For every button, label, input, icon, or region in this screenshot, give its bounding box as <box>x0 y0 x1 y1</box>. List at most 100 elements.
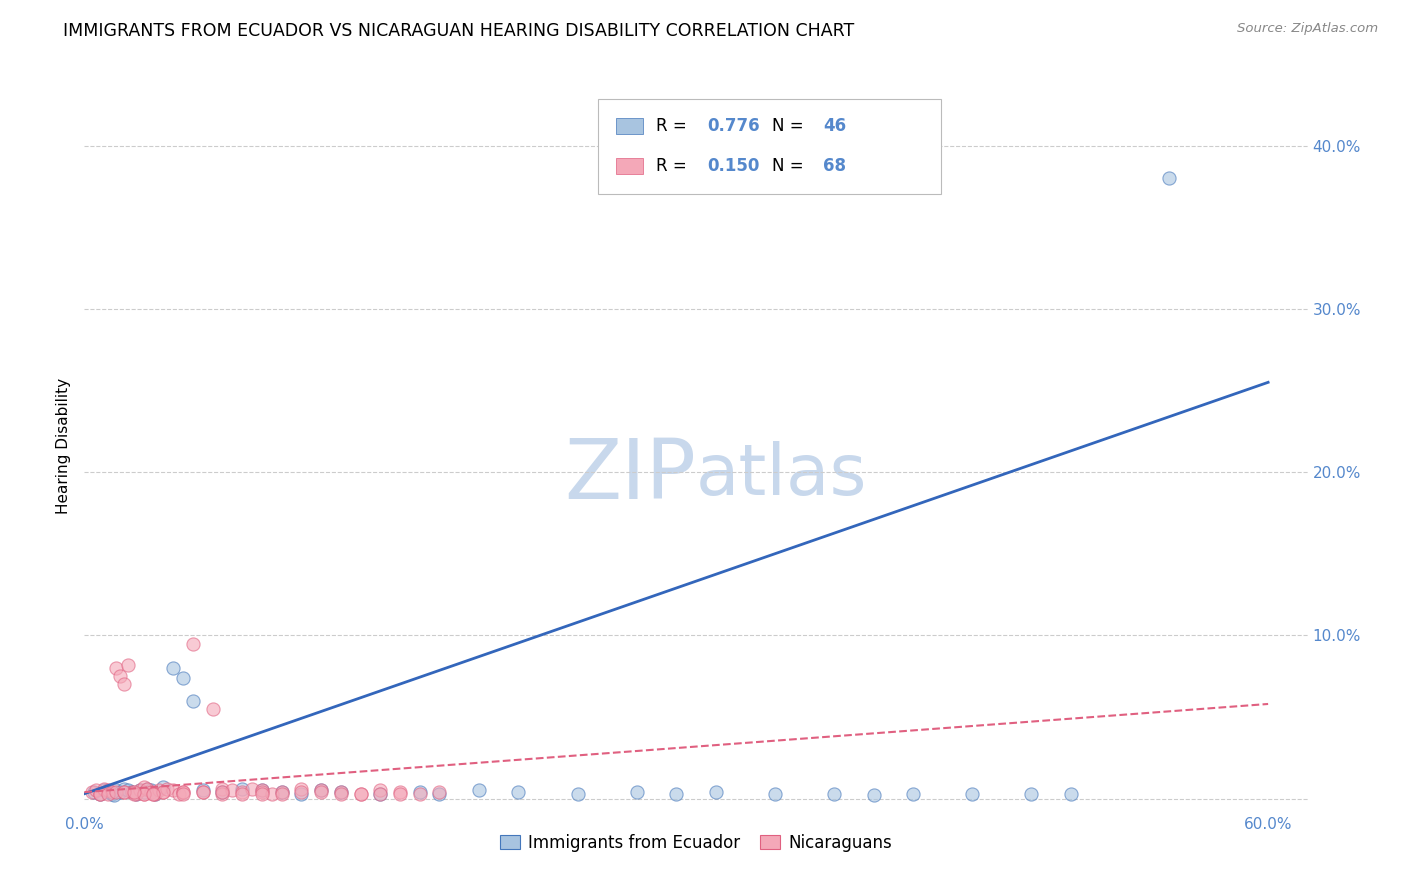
Point <box>89 787 111 801</box>
Point <box>409 785 432 799</box>
Point <box>231 781 253 796</box>
Point <box>191 785 214 799</box>
Point <box>128 783 150 797</box>
Point <box>101 785 124 799</box>
Point <box>1060 787 1083 801</box>
Point <box>231 785 253 799</box>
Point <box>290 787 312 801</box>
Point <box>112 677 135 691</box>
Point <box>162 661 184 675</box>
Point <box>429 785 451 799</box>
Point <box>270 785 292 799</box>
Text: N =: N = <box>772 118 808 136</box>
Point <box>117 657 139 672</box>
Point <box>156 781 179 796</box>
Point <box>368 787 391 801</box>
Text: atlas: atlas <box>696 441 868 509</box>
Point <box>1159 171 1181 186</box>
Point <box>101 787 124 801</box>
Point <box>117 783 139 797</box>
Point <box>960 787 983 801</box>
Text: N =: N = <box>772 157 808 175</box>
Point <box>368 783 391 797</box>
Point <box>93 781 115 796</box>
Point <box>823 787 845 801</box>
Point <box>132 787 155 801</box>
Point <box>468 783 491 797</box>
Legend: Immigrants from Ecuador, Nicaraguans: Immigrants from Ecuador, Nicaraguans <box>494 827 898 858</box>
Point <box>132 780 155 795</box>
Text: 68: 68 <box>823 157 846 175</box>
Point <box>84 783 107 797</box>
Point <box>250 787 273 801</box>
Point <box>121 785 143 799</box>
Point <box>704 785 727 799</box>
Point <box>211 787 233 801</box>
Point <box>626 785 648 799</box>
Text: R =: R = <box>655 157 692 175</box>
Point <box>122 787 145 801</box>
Point <box>368 787 391 801</box>
Point <box>250 783 273 797</box>
Point <box>1021 787 1043 801</box>
Point <box>121 785 143 799</box>
Point <box>152 780 174 795</box>
Point <box>862 789 884 803</box>
Point <box>240 781 263 796</box>
Point <box>349 787 371 801</box>
Point <box>145 787 167 801</box>
Point <box>181 694 204 708</box>
Point <box>665 787 688 801</box>
Point <box>97 785 120 799</box>
FancyBboxPatch shape <box>616 119 644 135</box>
Point <box>97 783 120 797</box>
Point <box>260 787 283 801</box>
Point <box>108 669 131 683</box>
Point <box>172 671 194 685</box>
Point <box>108 785 131 799</box>
Point <box>429 787 451 801</box>
Point <box>508 785 530 799</box>
Point <box>389 785 412 799</box>
Point <box>270 787 292 801</box>
Point <box>191 785 214 799</box>
Point <box>309 783 332 797</box>
Point <box>162 783 184 797</box>
Point <box>142 787 165 801</box>
Point <box>141 783 163 797</box>
FancyBboxPatch shape <box>598 99 941 194</box>
Text: IMMIGRANTS FROM ECUADOR VS NICARAGUAN HEARING DISABILITY CORRELATION CHART: IMMIGRANTS FROM ECUADOR VS NICARAGUAN HE… <box>63 22 855 40</box>
Point <box>191 783 214 797</box>
Point <box>172 787 194 801</box>
Point <box>148 783 170 797</box>
Point <box>172 785 194 799</box>
Point <box>290 781 312 796</box>
Point <box>389 787 412 801</box>
Point <box>250 783 273 797</box>
Point <box>83 785 105 799</box>
Point <box>211 785 233 799</box>
Text: R =: R = <box>655 118 692 136</box>
Y-axis label: Hearing Disability: Hearing Disability <box>56 378 72 514</box>
Point <box>93 783 115 797</box>
Point <box>329 785 352 799</box>
Point <box>104 783 127 797</box>
Point <box>409 787 432 801</box>
Point <box>152 785 174 799</box>
Point <box>181 636 204 650</box>
Point <box>270 785 292 799</box>
Point <box>141 785 163 799</box>
Point <box>201 702 224 716</box>
Point <box>329 785 352 799</box>
Point <box>309 783 332 797</box>
Point <box>211 785 233 799</box>
Point <box>136 781 159 796</box>
Point <box>250 785 273 799</box>
Text: 0.776: 0.776 <box>707 118 759 136</box>
Point <box>145 787 167 801</box>
Point <box>97 787 120 801</box>
Point <box>132 787 155 801</box>
Point <box>122 785 145 799</box>
Point <box>82 785 104 799</box>
FancyBboxPatch shape <box>616 158 644 174</box>
